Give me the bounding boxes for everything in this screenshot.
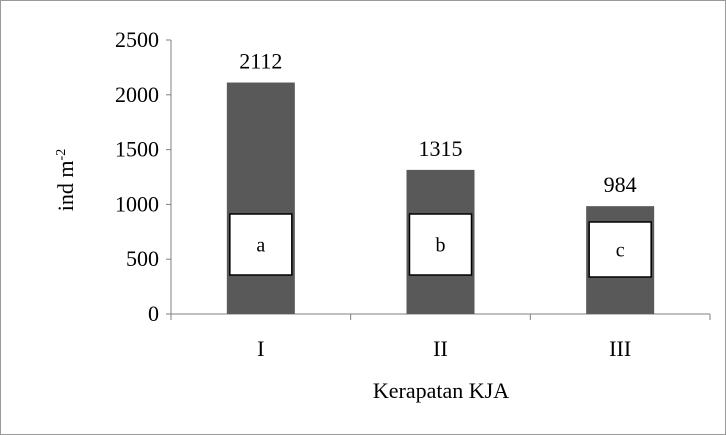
group-letter: b [436,235,446,257]
group-letter: c [616,240,625,262]
bar [226,82,295,314]
x-tick-label: I [257,336,264,361]
group-letter-box [408,213,473,276]
data-label: 984 [604,172,637,197]
y-axis-title-text: ind m [53,160,78,211]
y-axis-title: ind m-2 [53,149,78,211]
y-tick-label: 500 [126,246,159,271]
x-tick-label: II [433,336,448,361]
y-tick-label: 0 [148,301,159,326]
group-letter-box [229,213,293,276]
x-tick-label: III [609,336,631,361]
y-tick-label: 2000 [115,82,159,107]
data-label: 1315 [419,136,463,161]
y-tick-label: 1500 [115,137,159,162]
data-label: 2112 [239,49,282,74]
group-letter-box [588,221,652,278]
plot-area: 0 500 1000 1500 2000 2500 2112 Ia 1315 II b 984 III c [115,27,711,361]
group-letter: a [256,235,265,257]
y-tick-label: 1000 [115,191,159,216]
y-tick-label: 2500 [115,27,159,52]
y-axis-title-superscript: -2 [54,149,69,161]
x-axis-title: Kerapatan KJA [373,378,509,403]
